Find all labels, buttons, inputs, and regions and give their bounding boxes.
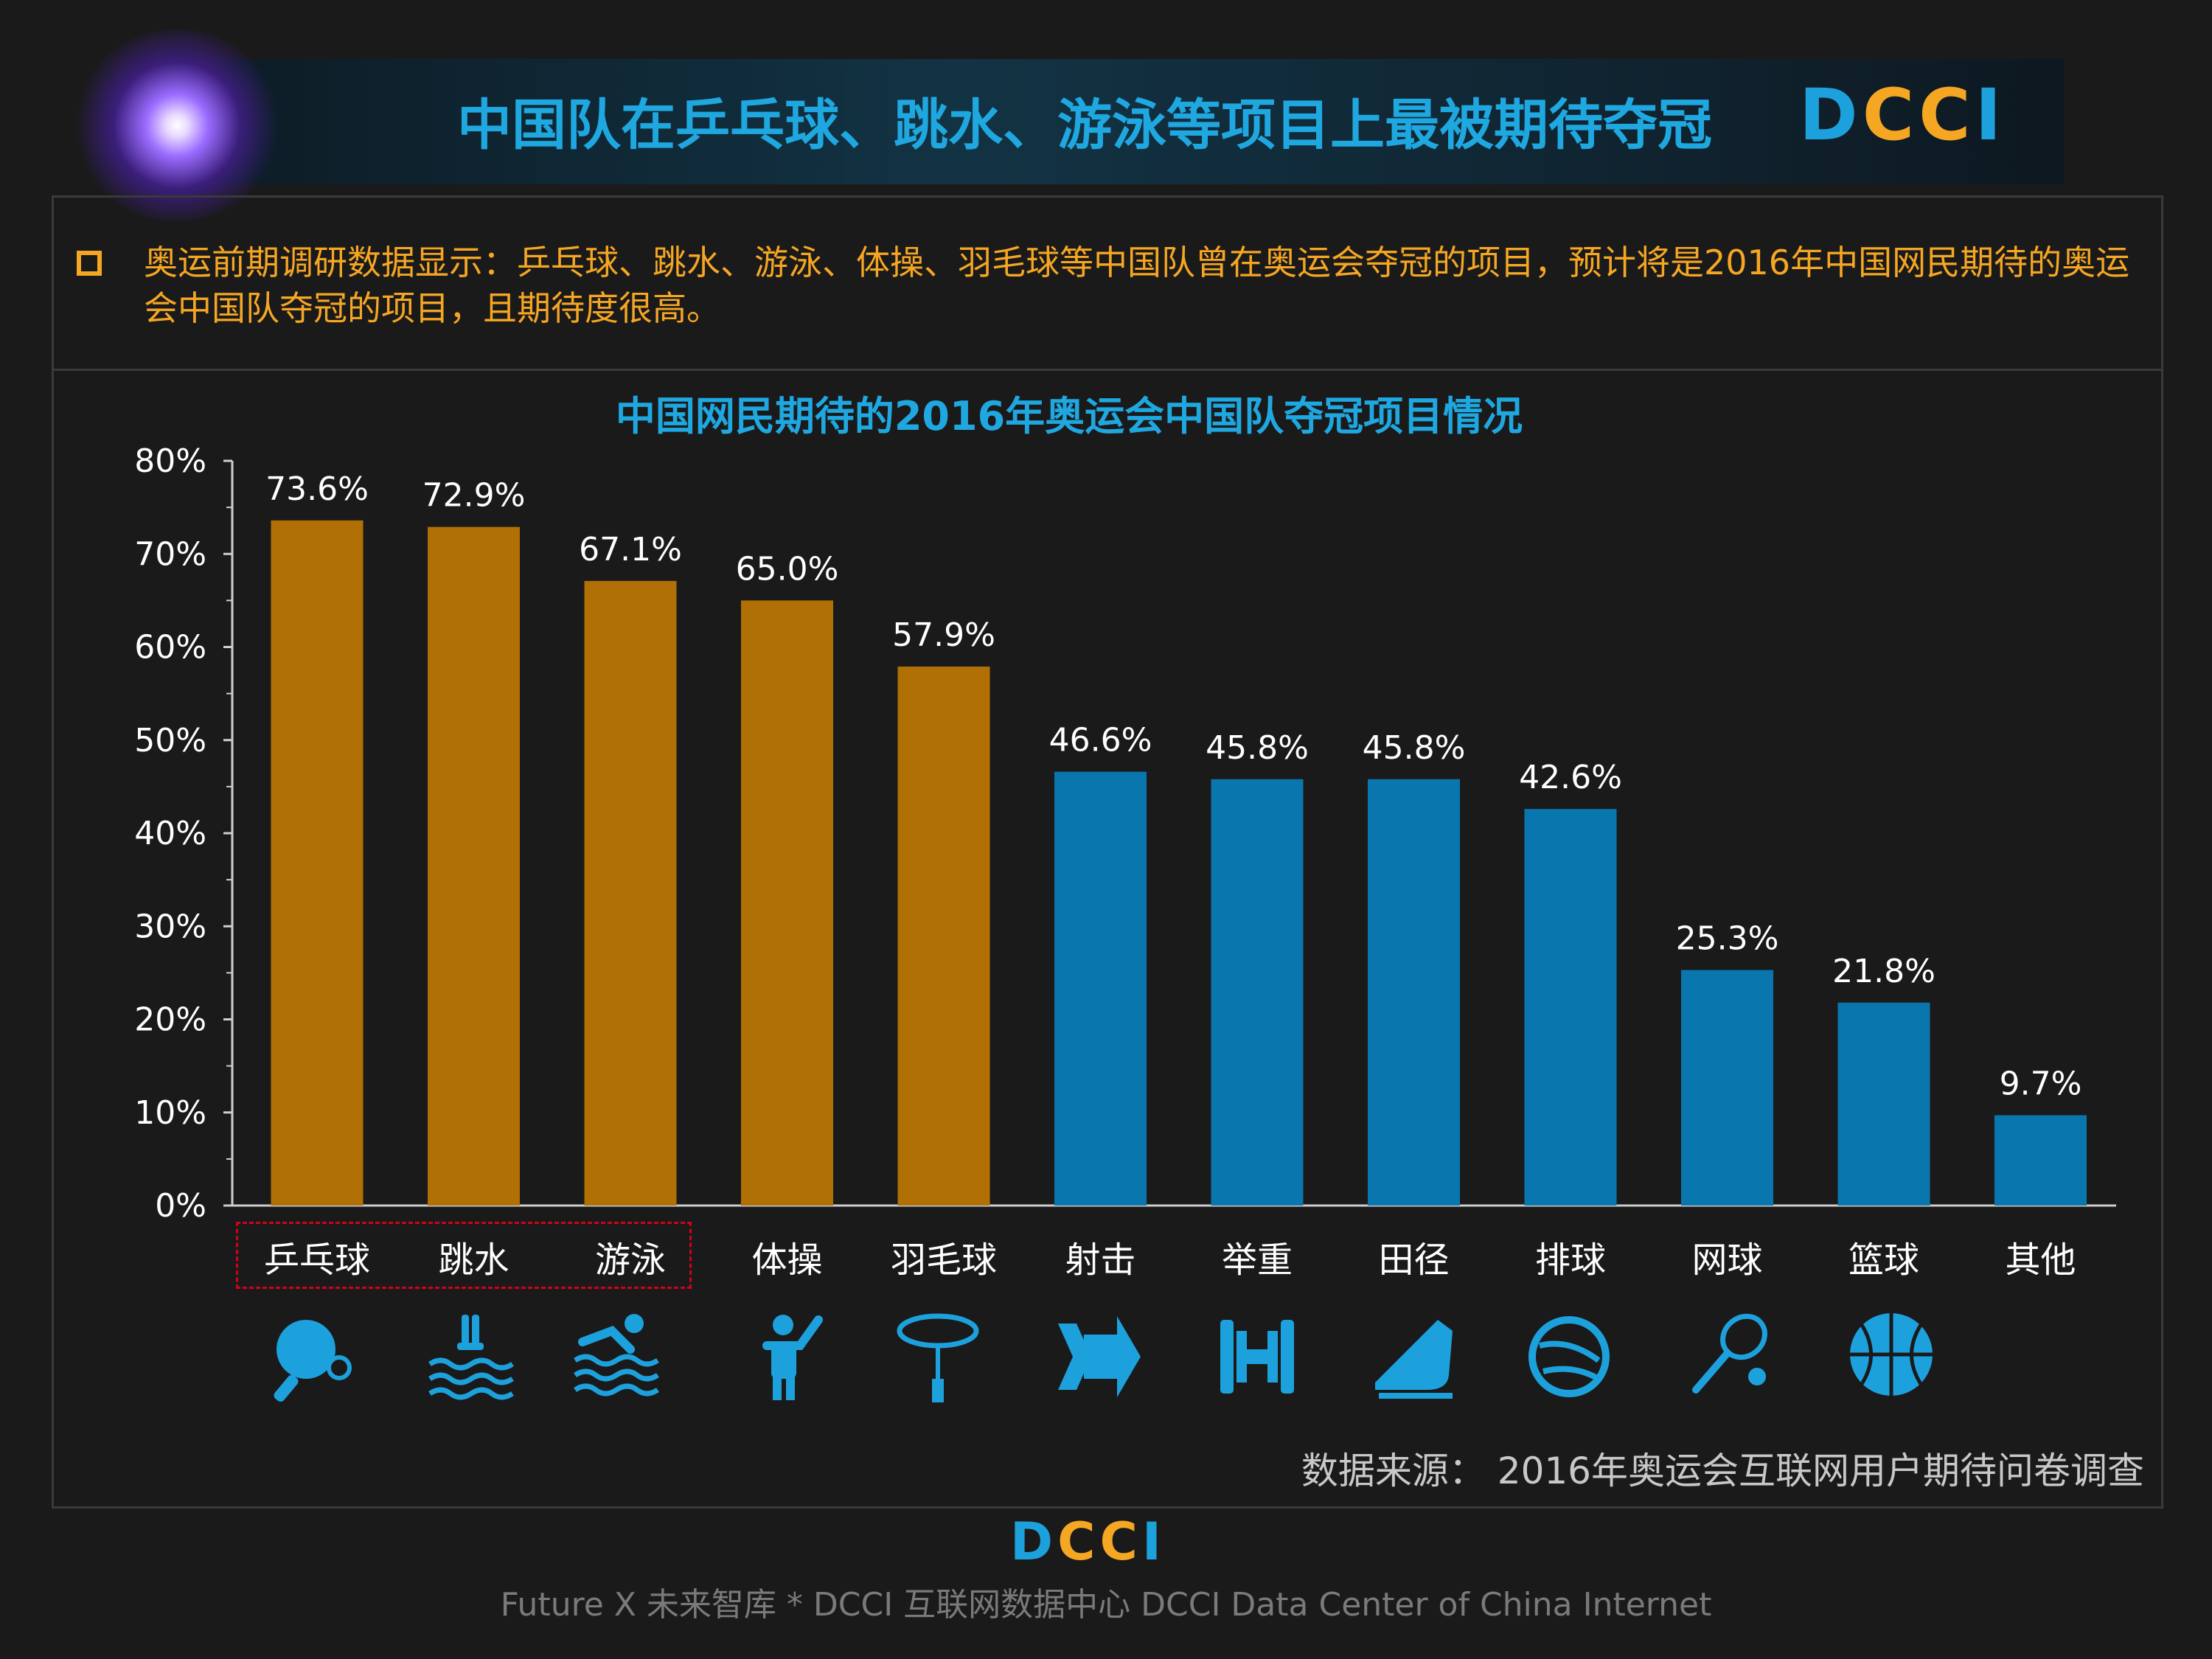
- value-label: 65.0%: [736, 550, 839, 588]
- dcci-logo-footer: DCCI: [1010, 1512, 1166, 1572]
- summary-text: 奥运前期调研数据显示：乒乓球、跳水、游泳、体操、羽毛球等中国队曾在奥运会夺冠的项…: [144, 243, 2130, 328]
- page-title: 中国队在乒乓球、跳水、游泳等项目上最被期待夺冠: [457, 94, 1712, 157]
- bullet-square-icon: [77, 251, 102, 276]
- value-label: 72.9%: [422, 477, 526, 515]
- bar-8: [1368, 779, 1460, 1206]
- category-label: 体操: [751, 1239, 822, 1281]
- ping-pong-icon: [274, 1320, 352, 1402]
- starburst-decoration: [74, 29, 280, 221]
- bar-6: [1054, 771, 1147, 1206]
- footer-text: Future X 未来智库 * DCCI 互联网数据中心 DCCI Data C…: [500, 1586, 1712, 1624]
- panel-divider: [52, 369, 2161, 371]
- bar-5: [897, 667, 990, 1206]
- y-tick-label: 30%: [134, 908, 206, 945]
- value-label: 25.3%: [1676, 920, 1779, 958]
- badminton-icon: [897, 1313, 979, 1402]
- y-tick-label: 20%: [134, 1001, 206, 1039]
- bar-12: [1994, 1115, 2087, 1206]
- bar-1: [271, 520, 364, 1206]
- diving-icon: [428, 1315, 514, 1400]
- y-tick-label: 70%: [134, 535, 206, 573]
- bar-3: [584, 580, 677, 1206]
- category-label: 网球: [1691, 1239, 1762, 1281]
- bar-11: [1837, 1002, 1930, 1206]
- weightlifting-icon: [1220, 1320, 1294, 1394]
- shooting-icon: [1058, 1316, 1141, 1397]
- category-label: 其他: [2005, 1239, 2076, 1281]
- value-label: 67.1%: [579, 531, 682, 568]
- gymnastics-icon: [762, 1315, 823, 1400]
- value-label: 21.8%: [1832, 953, 1935, 990]
- category-label: 游泳: [595, 1239, 666, 1281]
- value-label: 45.8%: [1206, 729, 1309, 767]
- category-label: 乒乓球: [264, 1239, 370, 1281]
- data-source: 数据来源： 2016年奥运会互联网用户期待问卷调查: [1301, 1450, 2144, 1492]
- dcci-logo: DCCI: [1799, 74, 2006, 156]
- category-label: 举重: [1222, 1239, 1293, 1281]
- content-panel: [52, 195, 2163, 1509]
- category-label: 排球: [1535, 1239, 1606, 1281]
- bar-10: [1681, 970, 1773, 1206]
- value-label: 73.6%: [265, 470, 369, 508]
- chart-title: 中国网民期待的2016年奥运会中国队夺冠项目情况: [615, 393, 1523, 439]
- y-tick-label: 40%: [134, 815, 206, 852]
- athletics-icon: [1375, 1320, 1453, 1399]
- y-tick-label: 10%: [134, 1094, 206, 1132]
- value-label: 57.9%: [892, 616, 995, 654]
- category-label: 羽毛球: [891, 1239, 997, 1281]
- bar-4: [741, 600, 833, 1206]
- swimming-icon: [574, 1314, 659, 1397]
- y-tick-label: 50%: [134, 722, 206, 759]
- basketball-icon: [1850, 1313, 1933, 1396]
- volleyball-icon: [1528, 1316, 1610, 1397]
- y-tick-label: 60%: [134, 629, 206, 667]
- value-label: 46.6%: [1049, 722, 1152, 759]
- top3-highlight-box: [236, 1222, 692, 1289]
- bar-2: [428, 526, 520, 1206]
- y-tick-label: 0%: [155, 1187, 206, 1225]
- value-label: 42.6%: [1519, 759, 1622, 796]
- bar-9: [1524, 809, 1617, 1206]
- y-tick-label: 80%: [134, 442, 206, 480]
- bar-7: [1211, 779, 1304, 1206]
- value-label: 9.7%: [2000, 1065, 2082, 1103]
- category-label: 篮球: [1848, 1239, 1919, 1281]
- tennis-icon: [1692, 1313, 1767, 1394]
- value-label: 45.8%: [1363, 729, 1466, 767]
- header-band: [221, 59, 2065, 184]
- category-label: 跳水: [438, 1239, 509, 1281]
- category-label: 射击: [1065, 1239, 1135, 1281]
- category-label: 田径: [1378, 1239, 1449, 1281]
